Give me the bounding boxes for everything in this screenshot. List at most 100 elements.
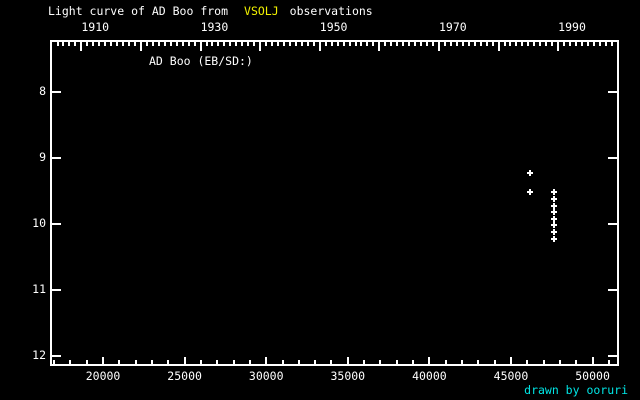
year-axis-minor-tick bbox=[104, 42, 107, 46]
data-point bbox=[551, 188, 558, 195]
year-axis-minor-tick bbox=[122, 42, 125, 46]
year-axis-minor-tick bbox=[336, 42, 339, 46]
x-axis-tick-label: 25000 bbox=[167, 369, 202, 383]
year-axis-minor-tick bbox=[56, 42, 59, 46]
year-axis-minor-tick bbox=[384, 42, 387, 46]
year-axis-minor-tick bbox=[586, 42, 589, 46]
mag-axis-left-tick bbox=[52, 355, 61, 358]
year-axis-minor-tick bbox=[181, 42, 184, 46]
x-axis-minor-tick bbox=[232, 360, 235, 364]
year-axis-minor-tick bbox=[247, 42, 250, 46]
data-point bbox=[551, 196, 558, 203]
x-axis-minor-tick bbox=[395, 360, 398, 364]
mag-axis-left-tick bbox=[52, 223, 61, 226]
year-axis-minor-tick bbox=[563, 42, 566, 46]
year-axis-minor-tick bbox=[288, 42, 291, 46]
title-source-vsolj: VSOLJ bbox=[244, 4, 279, 18]
year-axis-minor-tick bbox=[396, 42, 399, 46]
x-axis-minor-tick bbox=[558, 360, 561, 364]
year-axis-minor-tick bbox=[217, 42, 220, 46]
year-axis-minor-tick bbox=[581, 42, 584, 46]
year-axis-minor-tick bbox=[110, 42, 113, 46]
year-axis-minor-tick bbox=[539, 42, 542, 46]
year-axis-minor-tick bbox=[235, 42, 238, 46]
data-point bbox=[526, 188, 533, 195]
mag-axis-right-tick bbox=[608, 223, 617, 226]
year-axis-minor-tick bbox=[592, 42, 595, 46]
x-axis-minor-tick bbox=[379, 360, 382, 364]
year-axis-minor-tick bbox=[312, 42, 315, 46]
x-axis-tick-label: 20000 bbox=[85, 369, 121, 383]
year-axis-minor-tick bbox=[342, 42, 345, 46]
x-axis-minor-tick bbox=[314, 360, 317, 364]
x-axis-minor-tick bbox=[542, 360, 545, 364]
year-axis-minor-tick bbox=[62, 42, 65, 46]
year-axis-minor-tick bbox=[294, 42, 297, 46]
x-axis-major-tick bbox=[428, 357, 431, 364]
year-axis-minor-tick bbox=[491, 42, 494, 46]
year-axis-minor-tick bbox=[515, 42, 518, 46]
mag-axis-tick-label: 10 bbox=[32, 216, 46, 231]
mag-axis-right-tick bbox=[608, 91, 617, 94]
x-axis-major-tick bbox=[265, 357, 268, 364]
data-point bbox=[551, 209, 558, 216]
year-axis-minor-tick bbox=[610, 42, 613, 46]
year-axis-minor-tick bbox=[598, 42, 601, 46]
x-axis-minor-tick bbox=[118, 360, 121, 364]
year-axis-minor-tick bbox=[68, 42, 71, 46]
mag-axis-tick-label: 12 bbox=[32, 348, 46, 363]
year-axis-minor-tick bbox=[157, 42, 160, 46]
year-axis-major-tick bbox=[497, 42, 500, 51]
year-axis-minor-tick bbox=[134, 42, 136, 46]
year-axis-minor-tick bbox=[485, 42, 488, 46]
x-axis-minor-tick bbox=[526, 360, 529, 364]
x-axis-minor-tick bbox=[444, 360, 447, 364]
x-axis-minor-tick bbox=[199, 360, 202, 364]
year-axis-minor-tick bbox=[354, 42, 357, 46]
year-axis-major-tick bbox=[437, 42, 440, 51]
year-axis-minor-tick bbox=[253, 42, 256, 46]
year-axis-minor-tick bbox=[324, 42, 327, 46]
year-axis-minor-tick bbox=[74, 42, 77, 46]
year-axis-minor-tick bbox=[300, 42, 303, 46]
chart-title: Light curve of AD Boo from VSOLJ observati… bbox=[48, 5, 373, 18]
data-point bbox=[551, 202, 558, 209]
x-axis-minor-tick bbox=[477, 360, 480, 364]
x-axis-tick-label: 35000 bbox=[330, 369, 366, 383]
year-axis-minor-tick bbox=[455, 42, 458, 46]
year-axis-major-tick bbox=[378, 42, 381, 51]
data-point bbox=[551, 229, 558, 236]
year-axis-minor-tick bbox=[432, 42, 434, 46]
year-axis-minor-tick bbox=[169, 42, 172, 46]
mag-axis-right-tick bbox=[608, 355, 617, 358]
x-axis-major-tick bbox=[346, 357, 349, 364]
x-axis-minor-tick bbox=[150, 360, 153, 364]
year-axis-minor-tick bbox=[163, 42, 166, 46]
year-axis-minor-tick bbox=[128, 42, 131, 46]
year-axis-minor-tick bbox=[449, 42, 452, 46]
year-axis-tick-label: 1950 bbox=[319, 20, 348, 34]
mag-axis-right-tick bbox=[608, 289, 617, 292]
mag-axis-left-tick bbox=[52, 91, 61, 94]
year-axis-minor-tick bbox=[569, 42, 572, 46]
x-axis-major-tick bbox=[591, 357, 594, 364]
x-axis-major-tick bbox=[509, 357, 512, 364]
mag-axis-left-tick bbox=[52, 157, 61, 160]
star-designation-label: AD Boo (EB/SD:) bbox=[149, 54, 253, 68]
x-axis-tick-label: 50000 bbox=[575, 369, 610, 383]
year-axis-minor-tick bbox=[551, 42, 554, 46]
year-axis-minor-tick bbox=[211, 42, 214, 46]
year-axis-minor-tick bbox=[223, 42, 226, 46]
year-axis-minor-tick bbox=[443, 42, 446, 46]
year-axis-minor-tick bbox=[348, 42, 351, 46]
year-axis-minor-tick bbox=[145, 42, 148, 46]
year-axis-minor-tick bbox=[503, 42, 506, 46]
year-axis-minor-tick bbox=[241, 42, 244, 46]
plot-area bbox=[50, 40, 619, 366]
year-axis-tick-label: 1990 bbox=[558, 20, 586, 34]
year-axis-minor-tick bbox=[366, 42, 369, 46]
year-axis-minor-tick bbox=[479, 42, 482, 46]
x-axis-minor-tick bbox=[281, 360, 284, 364]
year-axis-minor-tick bbox=[205, 42, 208, 46]
